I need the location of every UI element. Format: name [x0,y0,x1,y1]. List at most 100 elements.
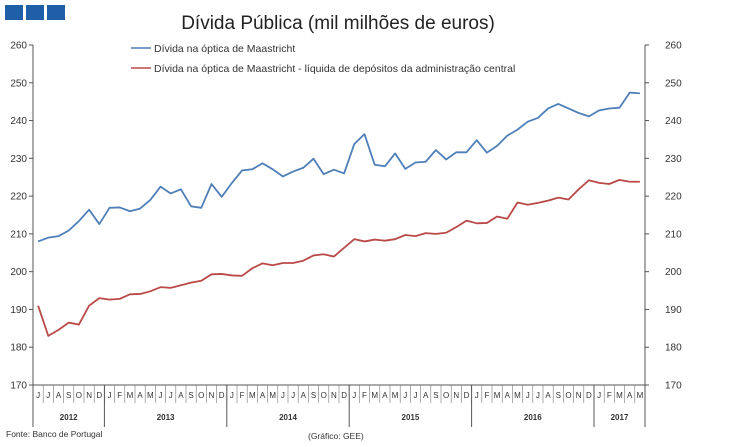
x-month-label: O [76,391,82,400]
x-month-label: J [108,391,112,400]
x-month-label: J [230,391,234,400]
x-month-label: A [382,391,388,400]
x-month-label: O [443,391,449,400]
x-month-label: A [178,391,184,400]
logo-square-1 [5,5,23,20]
x-month-label: M [616,391,623,400]
legend: Dívida na óptica de Maastricht Dívida na… [131,43,515,75]
x-month-label: J [159,391,163,400]
x-month-label: M [269,391,276,400]
x-month-label: O [565,391,571,400]
x-month-label: F [484,391,489,400]
x-month-label: D [219,391,225,400]
x-month-label: J [352,391,356,400]
y-tick-label-right: 260 [665,41,682,52]
y-tick-label-left: 260 [10,41,27,52]
x-month-label: S [433,391,438,400]
x-month-label: S [188,391,193,400]
x-month-label: A [260,391,266,400]
x-year-label: 2013 [157,413,175,422]
x-month-label: F [240,391,245,400]
y-tick-label-right: 200 [665,267,682,278]
legend-label-series-1: Dívida na óptica de Maastricht [154,43,295,55]
series-lines [37,91,640,337]
credit-note: (Gráfico: GEE) [308,431,364,441]
x-month-label: A [423,391,429,400]
x-month-label: J [46,391,50,400]
y-tick-label-right: 240 [665,116,682,127]
x-month-label: F [117,391,122,400]
x-month-label: M [147,391,154,400]
x-month-label: O [198,391,204,400]
x-month-label: D [341,391,347,400]
x-month-label: A [505,391,511,400]
y-axis-left-ticks: 170 180 190 200 210 220 230 240 250 260 [10,41,33,392]
x-year-label: 2014 [279,413,297,422]
x-month-label: M [371,391,378,400]
x-month-label: A [56,391,62,400]
x-month-label: A [545,391,551,400]
x-month-label: J [475,391,479,400]
y-tick-label-left: 170 [10,381,27,392]
x-month-label: J [536,391,540,400]
x-month-label: S [311,391,316,400]
x-month-label: N [86,391,92,400]
x-month-label: F [362,391,367,400]
x-month-label: M [127,391,134,400]
logo-square-2 [26,5,44,20]
y-tick-label-left: 240 [10,116,27,127]
x-month-label: J [597,391,601,400]
x-month-label: N [576,391,582,400]
x-year-label: 2017 [611,413,629,422]
x-month-label: M [514,391,521,400]
x-month-label: J [169,391,173,400]
x-month-label: M [392,391,399,400]
y-tick-label-right: 220 [665,192,682,203]
y-tick-label-left: 210 [10,229,27,240]
y-tick-label-left: 250 [10,78,27,89]
y-tick-label-left: 220 [10,192,27,203]
y-tick-label-left: 200 [10,267,27,278]
x-month-label: M [494,391,501,400]
x-month-label: S [556,391,561,400]
x-month-label: N [453,391,459,400]
y-tick-label-right: 170 [665,381,682,392]
x-month-label: M [637,391,644,400]
y-axis-right-ticks: 170 180 190 200 210 220 230 240 250 260 [645,41,682,392]
x-month-label: D [96,391,102,400]
x-year-label: 2016 [524,413,542,422]
x-month-label: A [137,391,143,400]
y-tick-label-right: 230 [665,154,682,165]
x-month-label: J [281,391,285,400]
y-tick-label-left: 230 [10,154,27,165]
y-tick-label-left: 190 [10,305,27,316]
x-month-label: S [66,391,71,400]
x-month-label: J [36,391,40,400]
x-month-label: J [291,391,295,400]
y-tick-label-right: 250 [665,78,682,89]
logo-square-3 [47,5,65,20]
x-month-label: N [209,391,215,400]
x-month-label: A [301,391,307,400]
x-month-label: D [586,391,592,400]
x-month-label: J [403,391,407,400]
x-month-label: J [526,391,530,400]
source-note: Fonte: Banco de Portugal [6,429,103,439]
chart-title: Dívida Pública (mil milhões de euros) [181,13,495,34]
series-line-1 [37,91,640,243]
x-month-label: D [464,391,470,400]
y-tick-label-left: 180 [10,343,27,354]
y-tick-label-right: 210 [665,229,682,240]
x-year-label: 2012 [60,413,78,422]
x-month-label: A [627,391,633,400]
y-tick-label-right: 180 [665,343,682,354]
x-month-label: M [249,391,256,400]
x-month-label: O [321,391,327,400]
legend-label-series-2: Dívida na óptica de Maastricht - líquida… [154,63,515,75]
x-year-label: 2015 [402,413,420,422]
y-tick-label-right: 190 [665,305,682,316]
logo [5,5,65,20]
x-month-label: J [414,391,418,400]
